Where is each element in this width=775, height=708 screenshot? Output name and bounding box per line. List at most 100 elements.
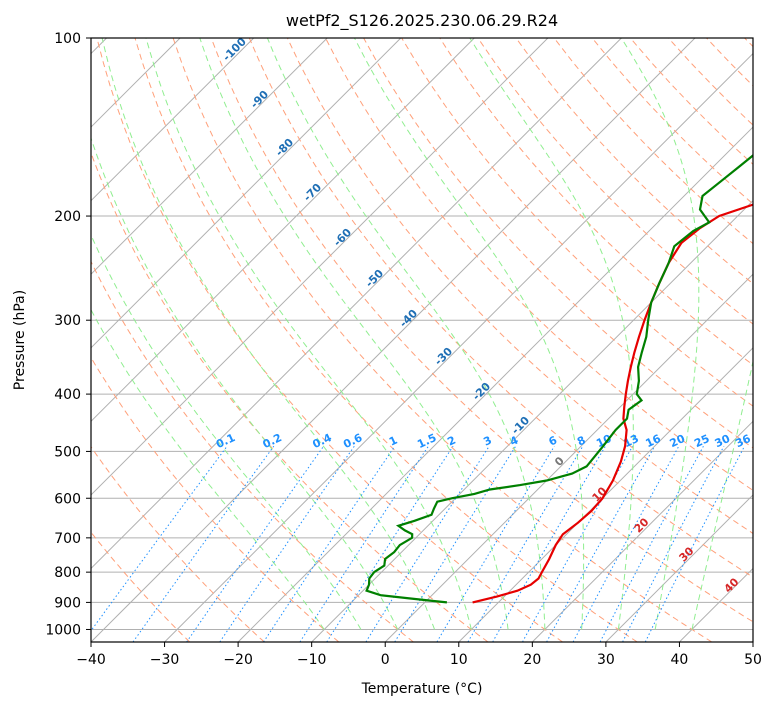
isotherm-line <box>311 199 753 642</box>
moist-adiabat-label: -50 <box>363 267 386 290</box>
y-tick-label: 700 <box>54 531 81 547</box>
dry-adiabat <box>91 356 340 642</box>
moist-adiabat <box>620 38 700 630</box>
dry-adiabat <box>172 38 713 642</box>
mixing-ratio-label: 0.1 <box>214 431 237 451</box>
mixing-ratio-line <box>572 445 680 642</box>
isotherm-line <box>91 38 402 349</box>
y-tick-label: 500 <box>54 444 81 460</box>
mixing-ratio-label: 0.2 <box>261 431 284 451</box>
dry-adiabat <box>91 445 265 642</box>
isotherm-line <box>91 38 549 496</box>
mixing-ratio-line <box>436 445 555 642</box>
x-axis-label: Temperature (°C) <box>361 681 483 697</box>
moist-adiabat <box>91 136 399 630</box>
dry-adiabat <box>91 260 414 642</box>
moist-adiabat <box>145 38 472 630</box>
moist-adiabat-label: -100 <box>220 35 249 64</box>
x-tick-label: −40 <box>76 652 106 668</box>
data-layer <box>365 154 753 604</box>
mixing-ratio-label: 30 <box>713 432 733 450</box>
dry-adiabat <box>286 38 753 535</box>
mixing-ratio-line <box>394 445 517 642</box>
y-tick-label: 600 <box>54 491 81 507</box>
moist-adiabat-label: 0 <box>552 454 567 469</box>
mixing-ratio-line <box>644 445 745 642</box>
y-tick-label: 1000 <box>45 622 81 638</box>
isotherm-line <box>91 38 622 570</box>
y-tick-label: 900 <box>54 595 81 611</box>
x-tick-label: 40 <box>671 652 689 668</box>
isotherm-line <box>91 38 475 423</box>
dry-adiabat <box>96 38 563 642</box>
x-tick-label: −20 <box>223 652 253 668</box>
x-tick-label: 10 <box>450 652 468 668</box>
mixing-ratio-label: 3 <box>481 434 493 449</box>
mixing-ratio-line <box>132 445 275 642</box>
x-tick-label: 50 <box>744 652 762 668</box>
dry-adiabat <box>91 151 489 642</box>
moist-adiabat-label: -80 <box>273 136 296 159</box>
mixing-ratio-label: 6 <box>547 433 560 448</box>
mixing-ratio-line <box>186 445 325 642</box>
moist-adiabat-label: 30 <box>677 544 697 564</box>
mixing-ratio-label: 36 <box>733 432 753 450</box>
moist-adiabat <box>266 38 546 630</box>
moist-adiabat <box>469 38 634 630</box>
moist-adiabat <box>354 38 585 630</box>
dry-adiabat <box>553 38 753 245</box>
mixing-ratio-label: 1 <box>387 434 399 449</box>
mixing-ratio-label: 16 <box>644 432 664 450</box>
plot-frame <box>90 37 754 643</box>
moist-adiabat-label: -70 <box>301 181 324 204</box>
y-tick-label: 100 <box>54 31 81 47</box>
mixing-ratio-line <box>365 445 490 642</box>
y-axis-label: Pressure (hPa) <box>12 290 28 390</box>
moist-adiabat <box>691 359 753 630</box>
moist-adiabat-label: 20 <box>632 515 652 535</box>
moist-adiabat-label: -90 <box>248 88 271 111</box>
isotherm-line <box>164 52 753 642</box>
chart-title: wetPf2_S126.2025.230.06.29.R24 <box>286 11 558 31</box>
moist-adiabat <box>101 38 435 630</box>
isotherm-line <box>605 494 753 642</box>
x-tick-label: 20 <box>523 652 541 668</box>
mixing-ratio-line <box>91 445 228 632</box>
mixing-ratio-label: 10 <box>594 432 614 450</box>
axes-layer: −40 −30 −20 −10 0 10 20 30 40 5010020030040050060… <box>45 31 762 668</box>
temperature-profile <box>472 203 753 604</box>
mixing-ratio-line <box>622 445 725 642</box>
y-tick-label: 300 <box>54 313 81 329</box>
dewpoint-profile <box>365 154 753 604</box>
isotherm-line <box>384 273 753 642</box>
mixing-ratio-line <box>546 445 656 642</box>
mixing-ratio-label: 25 <box>692 432 711 450</box>
dry-adiabat <box>134 38 638 642</box>
mixing-ratio-label: 20 <box>668 432 688 450</box>
isotherm-line <box>458 347 753 642</box>
y-tick-label: 400 <box>54 387 81 403</box>
mixing-ratio-line <box>522 445 634 642</box>
grid-layer: 0.1 0.2 0.4 0.6 1 1.5 2 3 4 6 8 10 13 16 20 25 30 36-100-… <box>91 35 753 642</box>
mixing-ratio-line <box>263 445 396 642</box>
isotherm-line <box>91 38 696 642</box>
x-tick-label: −30 <box>150 652 180 668</box>
dry-adiabat <box>210 38 753 623</box>
dry-adiabat <box>706 38 753 87</box>
mixing-ratio-label: 1.5 <box>415 431 438 451</box>
x-tick-label: 30 <box>597 652 615 668</box>
moist-adiabat-label: -60 <box>331 226 354 249</box>
mixing-ratio-label: 0.6 <box>341 431 364 451</box>
mixing-ratio-line <box>326 445 454 642</box>
x-tick-label: 0 <box>381 652 390 668</box>
isotherm-line <box>237 126 753 642</box>
moist-adiabat <box>199 38 509 630</box>
y-tick-label: 200 <box>54 209 81 225</box>
dry-adiabat <box>325 38 753 491</box>
moist-adiabat <box>91 233 362 630</box>
moist-adiabat-label: -20 <box>470 380 493 403</box>
isotherm-line <box>752 641 753 642</box>
x-tick-label: −10 <box>297 652 327 668</box>
mixing-ratio-line <box>299 445 429 642</box>
